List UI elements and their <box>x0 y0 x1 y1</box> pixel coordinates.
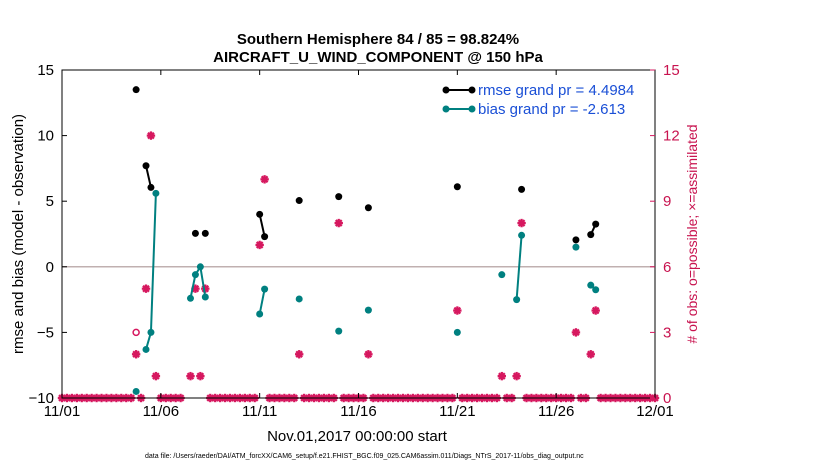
bias-point <box>335 327 343 335</box>
y2-tick-label: 3 <box>663 324 671 341</box>
bias-point <box>256 310 264 318</box>
x-tick-label: 11/01 <box>44 403 80 420</box>
bias-point <box>453 328 461 336</box>
rmse-point <box>132 86 140 94</box>
y2-tick-label: 0 <box>663 390 671 407</box>
x-tick-label: 11/16 <box>340 403 376 420</box>
x-tick-label: 12/01 <box>636 403 674 420</box>
legend-rmse-marker <box>442 86 450 94</box>
rmse-point <box>572 236 580 244</box>
y-tick-label: 10 <box>37 128 54 145</box>
rmse-point <box>453 183 461 191</box>
rmse-point <box>256 210 264 218</box>
legend-bias-marker <box>442 105 450 113</box>
rmse-point <box>142 162 150 170</box>
bias-point <box>132 387 140 395</box>
bias-line <box>258 288 266 315</box>
obs-assimilated-mark <box>571 328 581 337</box>
data-file-footer: data file: /Users/raeder/DAI/ATM_forcXX/… <box>145 453 584 460</box>
y-tick-label: −10 <box>29 390 54 407</box>
bias-point <box>152 189 160 197</box>
bias-point <box>261 285 269 293</box>
rmse-point <box>364 204 372 212</box>
bias-point <box>186 294 194 302</box>
obs-assimilated-mark <box>131 350 141 359</box>
obs-assimilated-mark <box>146 131 156 140</box>
obs-assimilated-mark <box>453 306 462 315</box>
legend-rmse-label: rmse grand pr = 4.4984 <box>478 82 634 99</box>
bias-point <box>295 295 303 303</box>
bias-point <box>191 271 199 279</box>
rmse-point <box>587 231 595 239</box>
bias-point <box>147 328 155 336</box>
y2-tick-label: 6 <box>663 259 671 276</box>
rmse-point <box>518 185 526 193</box>
obs-possible-mark <box>132 328 140 337</box>
legend-bias-marker <box>468 105 476 113</box>
x-tick-label: 11/26 <box>538 403 574 420</box>
y-tick-label: −5 <box>37 324 54 341</box>
rmse-point <box>335 193 343 201</box>
bias-point <box>513 296 521 304</box>
x-axis-label: Nov.01,2017 00:00:00 start <box>267 428 448 445</box>
bias-point <box>364 306 372 314</box>
bias-point <box>587 281 595 289</box>
obs-assimilated-mark <box>295 350 304 359</box>
obs-assimilated-mark <box>260 175 269 184</box>
obs-assimilated-mark <box>512 371 521 381</box>
obs-assimilated-mark <box>334 218 343 228</box>
y-tick-label: 5 <box>46 193 54 210</box>
rmse-point <box>261 233 269 241</box>
rmse-point <box>201 229 209 237</box>
chart-title-line1: Southern Hemisphere 84 / 85 = 98.824% <box>237 31 519 48</box>
rmse-line <box>145 165 152 188</box>
obs-assimilated-mark <box>151 371 161 381</box>
chart-title-line2: AIRCRAFT_U_WIND_COMPONENT @ 150 hPa <box>213 49 543 66</box>
bias-point <box>592 286 600 294</box>
bias-line <box>189 264 207 299</box>
bias-line <box>515 235 523 300</box>
x-tick-label: 11/21 <box>439 403 475 420</box>
bias-point <box>196 263 204 271</box>
rmse-point <box>295 197 303 205</box>
obs-assimilated-mark <box>497 371 507 381</box>
y2-tick-label: 9 <box>663 193 671 210</box>
rmse-point <box>592 220 600 228</box>
bias-point <box>201 293 209 301</box>
x-tick-label: 11/11 <box>242 403 277 420</box>
obs-assimilated-mark <box>255 240 264 250</box>
obs-assimilated-mark <box>586 350 595 359</box>
bias-point <box>518 231 526 239</box>
y2-axis-label: # of obs: o=possible; ×=assimilated <box>684 124 700 343</box>
x-tick-label: 11/06 <box>143 403 179 420</box>
plot-area: 11/01 11/06 11/11 11/16 11/21 11/26 12/01 −10 −5… <box>29 62 680 420</box>
bias-line <box>145 193 157 350</box>
y2-tick-label: 15 <box>663 62 680 79</box>
rmse-point <box>191 229 199 237</box>
bias-point <box>572 243 580 251</box>
y-axis-label: rmse and bias (model - observation) <box>10 114 27 354</box>
y-tick-label: 0 <box>46 259 54 276</box>
obs-assimilated-mark <box>591 306 600 315</box>
obs-assimilated-mark <box>196 371 205 381</box>
obs-assimilated-mark <box>517 218 526 228</box>
plot-frame <box>61 69 656 399</box>
obs-assimilated-mark <box>141 284 151 293</box>
legend: rmse grand pr = 4.4984 bias grand pr = -2… <box>442 82 634 118</box>
y2-tick-label: 12 <box>663 128 680 145</box>
y-tick-label: 15 <box>37 62 54 79</box>
legend-rmse-marker <box>468 86 476 94</box>
rmse-point <box>147 183 155 191</box>
bias-point <box>142 345 150 353</box>
obs-assimilated-mark <box>186 371 195 381</box>
legend-bias-label: bias grand pr = -2.613 <box>478 101 625 118</box>
obs-assimilated-mark <box>364 350 373 359</box>
rmse-line <box>258 214 266 237</box>
bias-point <box>498 271 506 279</box>
